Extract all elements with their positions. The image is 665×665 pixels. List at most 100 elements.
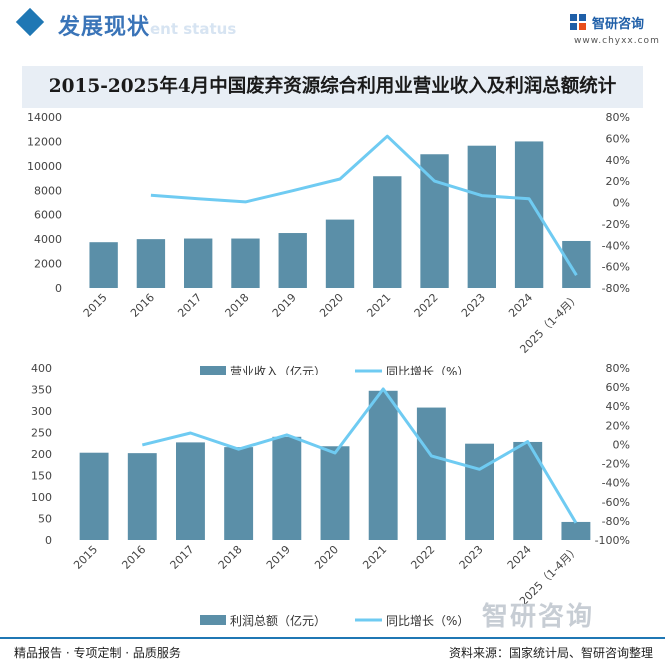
right-axis-tick: 20% [606, 419, 630, 432]
bar-2025（1-4月） [562, 240, 591, 288]
bar-2018 [224, 447, 254, 540]
left-axis-tick: 0 [45, 534, 52, 547]
bar-2017 [176, 442, 205, 540]
bar-2023 [465, 443, 494, 540]
x-axis-label: 2022 [408, 543, 437, 572]
right-axis-tick: -40% [602, 239, 630, 252]
x-axis-label: 2023 [457, 543, 486, 572]
x-axis-label: 2017 [168, 543, 197, 572]
bar-2021 [368, 390, 398, 540]
left-axis-tick: 50 [38, 513, 52, 526]
x-axis-label: 2016 [128, 291, 157, 320]
x-axis-label: 2018 [216, 543, 245, 572]
left-axis-tick: 300 [31, 405, 52, 418]
x-axis-label: 2016 [119, 543, 148, 572]
left-axis-tick: 12000 [27, 135, 62, 148]
bar-2022 [420, 154, 449, 288]
legend-bar-label: 营业收入（亿元） [230, 364, 326, 375]
left-axis-tick: 6000 [34, 209, 62, 222]
watermark-logo: 智研咨询 [482, 602, 595, 632]
bar-2016 [136, 239, 166, 288]
x-axis-label: 2019 [264, 543, 293, 572]
left-axis-tick: 350 [31, 384, 52, 397]
right-axis-tick: -80% [602, 515, 630, 528]
legend-bar-label: 利润总额（亿元） [230, 613, 326, 628]
right-axis-tick: 40% [606, 400, 630, 413]
footer-divider [0, 637, 665, 639]
bar-2022 [416, 407, 446, 540]
bar-2015 [89, 242, 118, 288]
right-axis-tick: 40% [606, 154, 630, 167]
left-axis-tick: 150 [31, 470, 52, 483]
right-axis-tick: 0% [613, 197, 630, 210]
diamond-icon [15, 7, 45, 37]
bar-2023 [467, 145, 496, 288]
left-axis-tick: 8000 [34, 184, 62, 197]
logo-text: 智研咨询 [592, 17, 645, 32]
left-axis-tick: 100 [31, 491, 52, 504]
legend-bar-swatch [200, 366, 226, 375]
section-title: 发展现状 [58, 15, 151, 40]
bar-2020 [325, 219, 355, 288]
right-axis-tick: -20% [602, 218, 630, 231]
logo-icon [570, 14, 586, 30]
left-axis-tick: 14000 [27, 111, 62, 124]
right-axis-tick: 80% [606, 111, 630, 124]
left-axis-tick: 10000 [27, 160, 62, 173]
x-axis-label: 2023 [459, 291, 488, 320]
footer-source: 资料来源：国家统计局、智研咨询整理 [448, 646, 653, 660]
bar-2016 [127, 453, 157, 540]
bar-2017 [184, 238, 213, 288]
left-axis-tick: 250 [31, 427, 52, 440]
right-axis-tick: 20% [606, 175, 630, 188]
bar-2019 [272, 436, 302, 540]
footer-slogan: 精品报告 · 专项定制 · 品质服务 [14, 646, 181, 660]
left-axis-tick: 4000 [34, 233, 62, 246]
right-axis-tick: -100% [595, 534, 630, 547]
bar-2025（1-4月） [561, 521, 591, 540]
profit-chart: 0 50 100 150 200 250 300 350 400 -100% -80% -60% -40… [31, 362, 630, 628]
left-axis-tick: 200 [31, 448, 52, 461]
x-axis-label: 2020 [317, 291, 346, 320]
x-axis-label: 2018 [223, 291, 252, 320]
section-subtitle: ent status [150, 20, 237, 38]
legend-line-label: 同比增长（%） [386, 365, 469, 375]
x-axis-label: 2021 [360, 543, 389, 572]
x-axis-label: 2019 [270, 291, 299, 320]
x-axis-label: 2020 [312, 543, 341, 572]
bar-2020 [320, 446, 350, 540]
x-axis-label: 2015 [71, 543, 100, 572]
right-axis-tick: 60% [606, 132, 630, 145]
left-axis-tick: 400 [31, 362, 52, 375]
left-axis-tick: 2000 [34, 258, 62, 271]
x-axis-label: 2024 [506, 291, 535, 320]
right-axis-tick: 60% [606, 381, 630, 394]
bar-2021 [373, 176, 402, 288]
right-axis-tick: -20% [602, 458, 630, 471]
left-axis-tick: 0 [55, 282, 62, 295]
footer: 精品报告 · 专项定制 · 品质服务 资料来源：国家统计局、智研咨询整理 [0, 637, 665, 665]
revenue-chart: 0 2000 4000 6000 8000 10000 12000 14000 -80% -60%… [27, 111, 630, 375]
growth-line [141, 387, 578, 524]
legend-line-label: 同比增长（%） [386, 614, 469, 628]
bar-2019 [278, 233, 307, 288]
legend-bar-swatch [200, 615, 226, 625]
right-axis-tick: -60% [602, 496, 630, 509]
logo-url: www.chyxx.com [574, 36, 660, 46]
right-axis-tick: -80% [602, 282, 630, 295]
bar-2015 [79, 452, 109, 540]
x-axis-label: 2015 [81, 291, 110, 320]
bar-2018 [231, 238, 260, 288]
x-axis-label: 2024 [505, 543, 534, 572]
right-axis-tick: -60% [602, 261, 630, 274]
x-axis-label: 2017 [175, 291, 204, 320]
x-axis-label: 2021 [364, 291, 393, 320]
title-bar: 2015-2025年4月中国废弃资源综合利用业营业收入及利润总额统计 [22, 66, 643, 108]
right-axis-tick: -40% [602, 477, 630, 490]
chart-title: 2015-2025年4月中国废弃资源综合利用业营业收入及利润总额统计 [48, 76, 617, 97]
x-axis-label: 2022 [412, 291, 441, 320]
right-axis-tick: 0% [613, 438, 630, 451]
growth-line [150, 134, 578, 276]
section-header: 发展现状 ent status 智研咨询 www.chyxx.com [0, 0, 665, 52]
right-axis-tick: 80% [606, 362, 630, 375]
